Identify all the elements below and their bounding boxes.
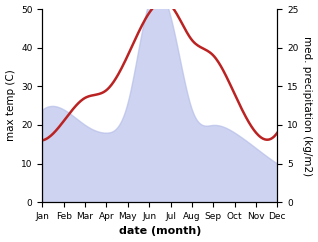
Y-axis label: max temp (C): max temp (C) [5, 70, 16, 142]
X-axis label: date (month): date (month) [119, 227, 201, 236]
Y-axis label: med. precipitation (kg/m2): med. precipitation (kg/m2) [302, 36, 313, 176]
